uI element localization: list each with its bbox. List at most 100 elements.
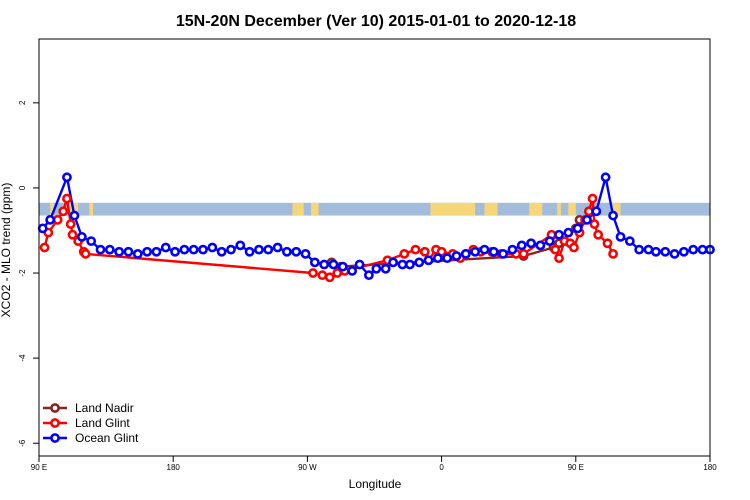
y-tick-label-5: -6 bbox=[18, 439, 27, 447]
land-glint-point-17 bbox=[399, 248, 410, 259]
ocean-glint-point-59 bbox=[572, 223, 583, 234]
land-glint-point-5 bbox=[62, 193, 72, 204]
land-patch-9 bbox=[529, 202, 543, 216]
ocean-glint-point-25 bbox=[263, 244, 274, 255]
ocean-glint-point-62 bbox=[600, 172, 611, 183]
ocean-glint-point-54 bbox=[526, 238, 536, 249]
land-glint-point-41 bbox=[587, 193, 598, 204]
x-tick-label-5: 90 E bbox=[568, 463, 584, 472]
ocean-glint-point-58 bbox=[563, 227, 574, 238]
ocean-glint-point-27 bbox=[281, 246, 292, 257]
ocean-glint-point-42 bbox=[414, 257, 425, 268]
y-tick-label-1: 2 bbox=[18, 100, 27, 105]
ocean-glint-point-13 bbox=[151, 246, 162, 257]
ocean-glint-point-19 bbox=[207, 242, 218, 253]
land-glint-point-11 bbox=[308, 268, 318, 278]
series-points bbox=[37, 172, 715, 283]
y-tick-label-2: 0 bbox=[18, 185, 27, 190]
land-patch-6 bbox=[311, 202, 319, 216]
ocean-glint-point-5 bbox=[76, 231, 87, 242]
x-tick-label-1: 90 E bbox=[31, 463, 47, 472]
land-glint-point-14 bbox=[332, 268, 343, 278]
ocean-glint-point-9 bbox=[114, 246, 125, 257]
ocean-glint-point-67 bbox=[643, 244, 654, 255]
ocean-glint-point-44 bbox=[432, 253, 443, 264]
ocean-glint-point-6 bbox=[86, 236, 97, 247]
ocean-glint-point-64 bbox=[615, 231, 626, 242]
land-patch-3 bbox=[89, 202, 94, 216]
land-glint-point-34 bbox=[554, 253, 564, 264]
ocean-glint-point-41 bbox=[405, 259, 415, 270]
ocean-glint-point-38 bbox=[380, 263, 391, 274]
ocean-glint-point-34 bbox=[347, 266, 358, 276]
ocean-glint-point-43 bbox=[423, 255, 434, 266]
ocean-glint-point-11 bbox=[132, 248, 143, 259]
ocean-glint-point-73 bbox=[697, 244, 708, 255]
ocean-glint-point-50 bbox=[488, 246, 499, 257]
ocean-glint-point-33 bbox=[337, 261, 348, 272]
land-glint-point-19 bbox=[419, 246, 430, 257]
ocean-glint-point-70 bbox=[669, 248, 680, 259]
chart-title: 15N-20N December (Ver 10) 2015-01-01 to … bbox=[176, 13, 576, 30]
ocean-glint-point-61 bbox=[591, 206, 602, 217]
land-glint-point-13 bbox=[324, 272, 335, 283]
ocean-glint-point-3 bbox=[62, 172, 72, 183]
ocean-glint-point-26 bbox=[272, 242, 283, 253]
x-tick-label-4: 0 bbox=[439, 463, 444, 472]
ocean-glint-point-12 bbox=[142, 246, 153, 257]
legend-label-land-glint: Land Glint bbox=[75, 416, 130, 430]
ocean-glint-point-14 bbox=[160, 242, 171, 253]
ocean-glint-point-2 bbox=[45, 214, 56, 225]
ocean-glint-point-63 bbox=[608, 210, 618, 221]
land-glint-point-43 bbox=[593, 229, 604, 240]
land-glint-point-4 bbox=[58, 206, 69, 217]
legend-marker-land-nadir bbox=[50, 403, 60, 413]
land-glint-point-6 bbox=[65, 219, 76, 229]
ocean-glint-point-72 bbox=[688, 244, 699, 255]
land-patch-8 bbox=[484, 202, 498, 216]
ocean-glint-point-15 bbox=[170, 246, 180, 257]
land-glint-point-12 bbox=[317, 270, 328, 281]
land-glint-point-10 bbox=[80, 248, 91, 259]
x-axis: 90 E 180 90 W 0 90 E 180 bbox=[31, 456, 717, 472]
ocean-glint-point-49 bbox=[479, 244, 490, 255]
x-tick-label-6: 180 bbox=[703, 463, 717, 472]
land-glint-point-18 bbox=[410, 244, 421, 255]
x-axis-label: Longitude bbox=[349, 477, 402, 491]
x-tick-label-3: 90 W bbox=[298, 463, 317, 472]
land-patch-7 bbox=[430, 202, 476, 216]
ocean-glint-point-31 bbox=[319, 259, 330, 270]
ocean-glint-point-1 bbox=[37, 223, 48, 234]
land-glint-point-31 bbox=[518, 248, 529, 259]
ocean-glint-point-30 bbox=[309, 257, 320, 268]
ocean-glint-point-20 bbox=[216, 246, 227, 257]
y-axis-label: XCO2 - MLO trend (ppm) bbox=[0, 183, 13, 318]
ocean-glint-point-17 bbox=[188, 244, 199, 255]
ocean-glint-point-57 bbox=[554, 229, 564, 240]
land-patch-11 bbox=[568, 202, 576, 216]
ocean-glint-point-45 bbox=[442, 253, 453, 264]
ocean-glint-point-46 bbox=[451, 251, 462, 261]
land-glint-point-33 bbox=[550, 244, 561, 255]
land-patch-4 bbox=[292, 202, 297, 216]
ocean-glint-point-35 bbox=[354, 259, 365, 270]
land-glint-point-37 bbox=[569, 242, 579, 253]
land-glint-point-1 bbox=[39, 242, 50, 253]
series-lines bbox=[41, 176, 710, 279]
land-glint-point-45 bbox=[608, 248, 618, 259]
ocean-glint-point-52 bbox=[507, 244, 518, 255]
legend-marker-land-glint bbox=[50, 418, 60, 428]
ocean-glint-point-39 bbox=[388, 257, 399, 268]
land-glint-point-40 bbox=[583, 206, 594, 217]
ocean-glint-point-22 bbox=[235, 240, 246, 251]
ocean-glint-point-47 bbox=[460, 248, 471, 259]
ocean-glint-point-23 bbox=[244, 246, 255, 257]
ocean-glint-point-56 bbox=[544, 236, 555, 247]
ocean-glint-point-28 bbox=[291, 246, 302, 257]
ocean-glint-point-51 bbox=[498, 248, 509, 259]
land-patch-5 bbox=[296, 202, 304, 216]
legend-label-ocean-glint: Ocean Glint bbox=[75, 431, 139, 445]
ocean-glint-point-40 bbox=[397, 259, 408, 270]
